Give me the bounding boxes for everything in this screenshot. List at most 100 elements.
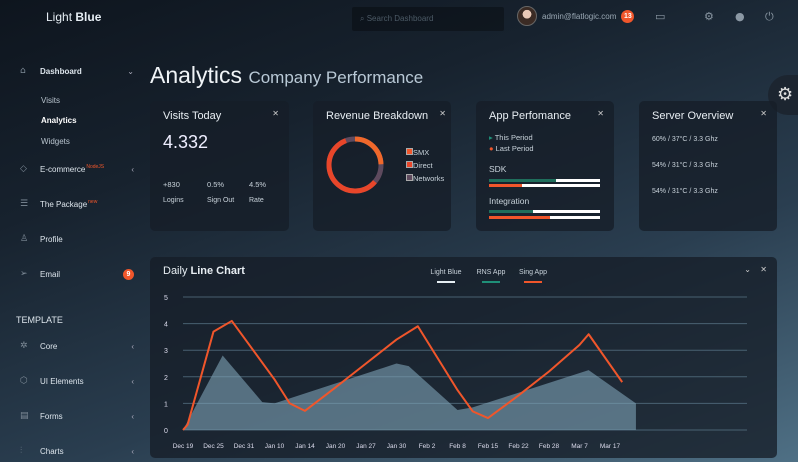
legend-label: Networks: [413, 174, 445, 183]
x-tick-label: Mar 17: [600, 443, 621, 450]
sidebar-item-profile[interactable]: ♙ Profile: [20, 234, 136, 244]
legend-rns-app: RNS App: [477, 269, 506, 276]
settings-toggle[interactable]: ⚙: [768, 75, 798, 115]
page-title-text: Analytics: [150, 62, 243, 88]
sidebar-item-ecommerce[interactable]: ◇ E-commerce NodeJS ‹: [20, 164, 136, 174]
sidebar-label: Email: [40, 269, 61, 279]
nodejs-tag: NodeJS: [86, 164, 105, 170]
legend-label: SMX: [413, 148, 430, 157]
line-chart: 0 1 2 3 4 5 Dec 19 Dec 25 Dec 31 Jan 10 Jan 14 Jan …: [164, 269, 747, 450]
x-tick-label: Jan 14: [295, 443, 315, 450]
legend-sing-app: Sing App: [519, 269, 547, 276]
notifications-badge: 13: [621, 9, 635, 23]
chevron-left-icon: ‹: [131, 411, 134, 421]
server-overview-card: Server Overview ✕ 60% / 37°C / 3.3 Ghz 5…: [639, 101, 777, 231]
card-title: Server Overview: [652, 110, 734, 122]
x-tick-label: Dec 31: [234, 443, 255, 450]
x-tick-label: Feb 8: [449, 443, 466, 450]
sidebar-item-dashboard[interactable]: ⌂ Dashboard ⌄: [20, 66, 136, 76]
x-tick-label: Mar 7: [571, 443, 588, 450]
sidebar-label: Forms: [40, 411, 63, 421]
search-input[interactable]: ⌕ Search Dashboard: [352, 7, 504, 31]
legend-light-blue: Light Blue: [430, 269, 461, 276]
sidebar-item-email[interactable]: ➢ Email 9: [20, 268, 136, 280]
legend-label: Direct: [413, 161, 433, 170]
sidebar-section-template: TEMPLATE: [16, 315, 63, 325]
database-icon: ☰: [20, 199, 29, 209]
search-placeholder: Search Dashboard: [366, 14, 434, 23]
sidebar-item-package[interactable]: ☰ The Package new: [20, 199, 136, 209]
x-tick-label: Jan 20: [326, 443, 346, 450]
brand-logo[interactable]: Light Blue: [46, 10, 101, 24]
close-icon[interactable]: ✕: [760, 109, 767, 118]
stat-label: Rate: [249, 197, 264, 204]
power-icon[interactable]: ⏻: [765, 10, 774, 23]
series-light-blue-area: [183, 355, 636, 430]
messages-icon[interactable]: ▭: [655, 10, 666, 23]
sdk-this-bar: [489, 179, 600, 182]
chart-title: Daily Line Chart: [163, 265, 245, 277]
server-row: 54% / 31°C / 3.3 Ghz: [652, 162, 718, 169]
card-title: Revenue Breakdown: [326, 110, 429, 122]
chevron-left-icon: ‹: [131, 376, 134, 386]
revenue-card: Revenue Breakdown ✕ SMX Direct Networks: [313, 101, 451, 231]
y-tick-label: 0: [164, 428, 168, 435]
sidebar-subitem-visits[interactable]: Visits: [41, 96, 60, 105]
daily-line-chart-card: Daily Line Chart ⌄ ✕ 0 1 2 3 4 5 Dec 19 Dec 25 D…: [150, 257, 777, 458]
x-tick-label: Dec 19: [173, 443, 194, 450]
chart-title-bold: Line Chart: [190, 265, 245, 277]
legend-smx: SMX: [406, 146, 444, 159]
server-row: 54% / 31°C / 3.3 Ghz: [652, 188, 718, 195]
sidebar-label: Charts: [40, 446, 64, 456]
close-icon[interactable]: ✕: [597, 109, 604, 118]
y-tick-label: 2: [164, 375, 168, 382]
series-sing-app-line: [182, 319, 624, 431]
sidebar-item-charts[interactable]: ⫶ Charts ‹: [20, 446, 136, 456]
close-icon[interactable]: ✕: [439, 109, 446, 118]
close-icon[interactable]: ✕: [760, 265, 767, 274]
card-title: Visits Today: [163, 110, 222, 122]
brand-bold: Blue: [75, 10, 102, 24]
sliders-icon: ⫶: [20, 446, 23, 456]
chevron-left-icon: ‹: [131, 341, 134, 351]
brand-light: Light: [46, 10, 73, 24]
gear-icon[interactable]: ⚙: [704, 10, 714, 23]
sidebar-label: Profile: [40, 234, 63, 244]
sidebar-label: Dashboard: [40, 66, 82, 76]
sidebar-label: UI Elements: [40, 376, 84, 386]
close-icon[interactable]: ✕: [272, 109, 279, 118]
y-tick-label: 1: [164, 401, 168, 408]
stat-value: 0.5%: [207, 180, 225, 189]
paper-plane-icon: ➢: [20, 269, 28, 279]
x-tick-label: Jan 30: [387, 443, 407, 450]
sidebar-item-forms[interactable]: ▤ Forms ‹: [20, 411, 136, 421]
visits-value: 4.332: [163, 132, 209, 152]
sidebar-subitem-analytics[interactable]: Analytics: [41, 116, 77, 125]
collapse-icon[interactable]: ⌄: [744, 265, 751, 274]
x-tick-label: Jan 10: [265, 443, 285, 450]
sdk-last-bar: [489, 184, 600, 187]
legend-networks: Networks: [406, 172, 444, 185]
x-tick-label: Dec 25: [203, 443, 224, 450]
y-tick-label: 3: [164, 348, 168, 355]
x-tick-label: Jan 27: [356, 443, 376, 450]
sidebar-label: The Package: [40, 199, 88, 209]
integration-label: Integration: [489, 196, 530, 206]
sidebar-item-ui-elements[interactable]: ⬡ UI Elements ‹: [20, 376, 136, 386]
avatar: [517, 6, 537, 26]
legend-label: Last Period: [495, 144, 534, 153]
x-tick-label: Feb 22: [508, 443, 529, 450]
x-tick-label: Feb 28: [539, 443, 560, 450]
user-email: admin@flatlogic.com: [542, 11, 617, 21]
stat-value: 4.5%: [249, 180, 267, 189]
x-tick-label: Feb 2: [419, 443, 436, 450]
globe-icon[interactable]: ●: [735, 10, 745, 23]
integration-last-bar: [489, 216, 600, 219]
sidebar-item-core[interactable]: ✲ Core ‹: [20, 341, 136, 351]
x-tick-label: Feb 15: [478, 443, 499, 450]
revenue-donut: [326, 136, 384, 194]
legend-label: This Period: [494, 133, 533, 142]
home-icon: ⌂: [20, 66, 26, 76]
user-menu[interactable]: admin@flatlogic.com 13: [517, 6, 635, 26]
sidebar-subitem-widgets[interactable]: Widgets: [41, 137, 70, 146]
